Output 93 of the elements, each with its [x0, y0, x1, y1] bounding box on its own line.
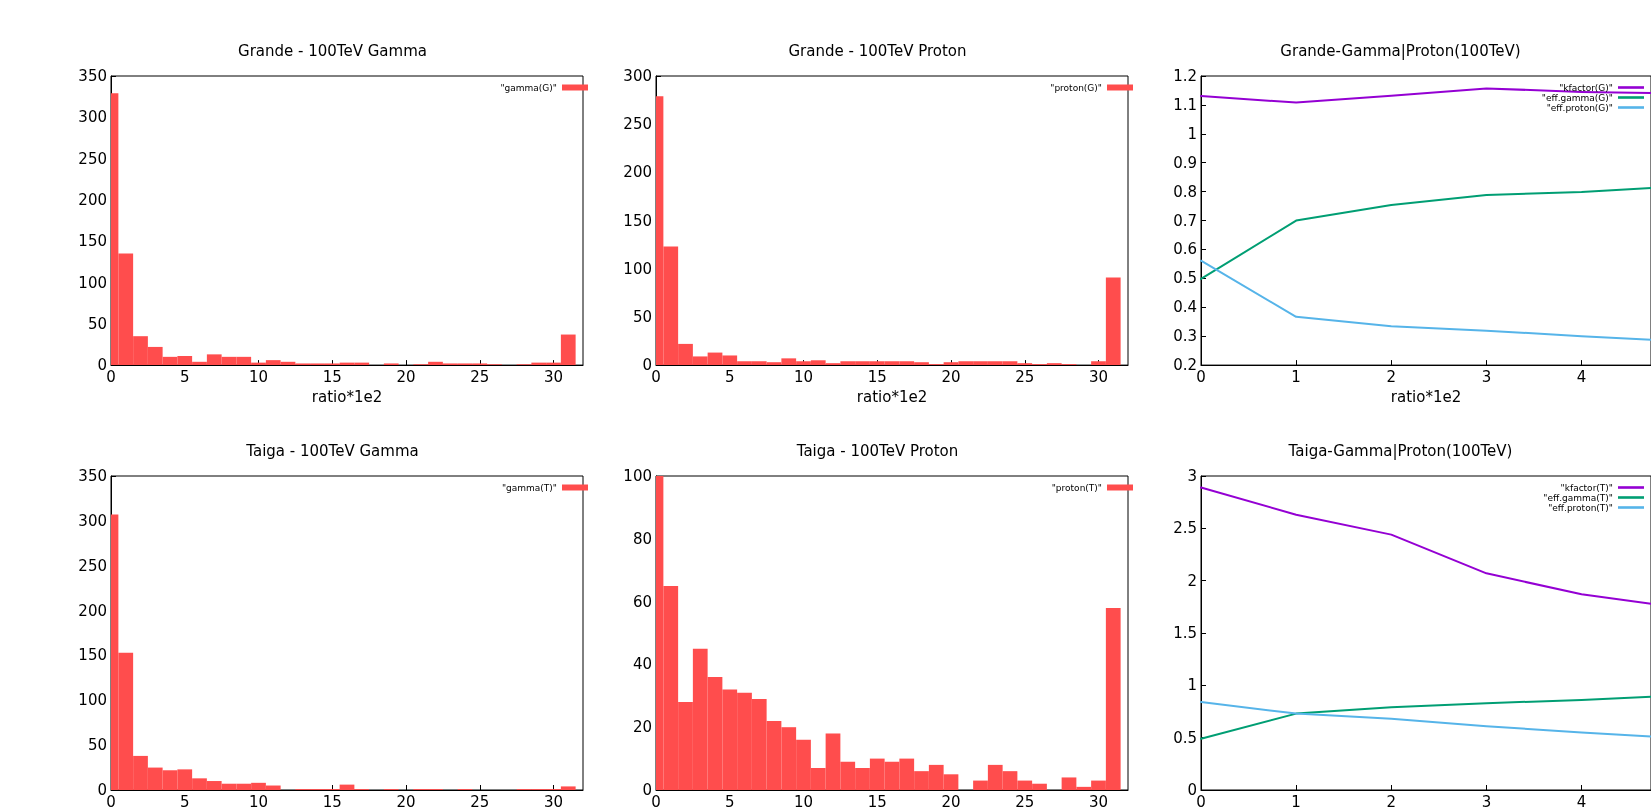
y-tick-label: 250 — [78, 149, 107, 168]
x-tick-label: 4 — [1576, 367, 1587, 386]
y-tick-label: 350 — [78, 67, 107, 85]
y-tick-label: 1.1 — [1173, 95, 1197, 114]
y-tick-label: 0.7 — [1173, 211, 1197, 230]
x-tick-label: 20 — [396, 792, 416, 809]
y-tick-label: 0.8 — [1173, 182, 1197, 201]
legend-label: "eff.proton(T)" — [1548, 502, 1613, 513]
chart-title: Taiga - 100TeV Gamma — [245, 441, 419, 460]
x-tick-label: 4 — [1576, 792, 1587, 809]
x-tick-label: 30 — [543, 792, 564, 809]
y-tick-label: 0.6 — [1173, 240, 1197, 259]
legend-label: "eff.gamma(G)" — [1541, 92, 1613, 103]
y-tick-label: 20 — [632, 718, 652, 737]
x-tick-label: 10 — [248, 367, 269, 386]
x-tick-label: 3 — [1481, 367, 1492, 386]
chart-title: Grande - 100TeV Proton — [788, 41, 967, 60]
legend-label: "gamma(T)" — [501, 482, 557, 493]
y-tick-label: 1 — [1187, 676, 1197, 695]
x-tick-label: 10 — [248, 792, 269, 809]
legend-label: "kfactor(G)" — [1559, 82, 1613, 93]
legend-label: "eff.proton(G)" — [1546, 102, 1613, 113]
x-tick-label: 20 — [941, 367, 961, 386]
y-tick-label: 200 — [78, 601, 107, 620]
x-tick-label: 1 — [1291, 367, 1301, 386]
legend-label: "gamma(G)" — [500, 82, 557, 93]
x-axis-title: ratio*1e2 — [311, 387, 383, 406]
x-tick-label: 2 — [1386, 792, 1397, 809]
x-tick-label: 5 — [724, 792, 735, 809]
x-tick-label: 5 — [179, 792, 190, 809]
chart-title: Grande-Gamma|Proton(100TeV) — [1280, 41, 1521, 60]
y-tick-label: 250 — [623, 115, 652, 134]
y-tick-label: 60 — [632, 592, 652, 611]
x-tick-label: 2 — [1386, 367, 1397, 386]
x-tick-label: 25 — [470, 367, 490, 386]
y-tick-label: 40 — [632, 655, 652, 674]
y-tick-label: 1.2 — [1173, 67, 1197, 85]
x-axis-title: ratio*1e2 — [856, 387, 928, 406]
y-tick-label: 0.2 — [1173, 356, 1197, 375]
x-tick-label: 30 — [543, 367, 564, 386]
y-tick-label: 2 — [1187, 571, 1197, 590]
x-tick-label: 30 — [1088, 367, 1109, 386]
y-tick-label: 3 — [1187, 467, 1197, 485]
legend-label: "proton(G)" — [1050, 82, 1102, 93]
x-tick-label: 3 — [1481, 792, 1492, 809]
x-axis-title: ratio*1e2 — [1390, 387, 1462, 406]
x-tick-label: 15 — [322, 792, 342, 809]
x-tick-label: 25 — [1015, 367, 1035, 386]
y-tick-label: 300 — [623, 67, 652, 85]
y-tick-label: 80 — [632, 529, 652, 548]
y-tick-label: 350 — [78, 467, 107, 485]
y-tick-label: 300 — [78, 108, 107, 127]
chart-title: Taiga - 100TeV Proton — [795, 441, 959, 460]
x-tick-label: 20 — [396, 367, 416, 386]
chart-title: Grande - 100TeV Gamma — [238, 41, 427, 60]
y-tick-label: 0.4 — [1173, 298, 1197, 317]
y-tick-label: 50 — [87, 314, 107, 333]
y-tick-label: 300 — [78, 511, 107, 530]
x-tick-label: 25 — [470, 792, 490, 809]
x-tick-label: 15 — [322, 367, 342, 386]
y-tick-label: 0.9 — [1173, 153, 1197, 172]
chart-title: Taiga-Gamma|Proton(100TeV) — [1287, 441, 1513, 460]
y-tick-label: 1 — [1187, 124, 1197, 143]
y-tick-label: 50 — [87, 736, 107, 755]
y-tick-label: 0.5 — [1173, 728, 1197, 747]
x-tick-label: 30 — [1088, 792, 1109, 809]
y-tick-label: 200 — [623, 163, 652, 182]
y-tick-label: 0.3 — [1173, 327, 1197, 346]
y-tick-label: 2.5 — [1173, 519, 1197, 538]
y-tick-label: 50 — [632, 307, 652, 326]
x-tick-label: 15 — [867, 792, 887, 809]
y-tick-label: 100 — [78, 273, 107, 292]
x-tick-label: 5 — [179, 367, 190, 386]
y-tick-label: 100 — [623, 467, 652, 485]
y-tick-label: 150 — [623, 211, 652, 230]
y-tick-label: 150 — [78, 646, 107, 665]
x-tick-label: 25 — [1015, 792, 1035, 809]
y-tick-label: 150 — [78, 232, 107, 251]
x-tick-label: 15 — [867, 367, 887, 386]
y-tick-label: 100 — [78, 691, 107, 710]
y-tick-label: 100 — [623, 259, 652, 278]
x-tick-label: 1 — [1291, 792, 1301, 809]
y-tick-label: 1.5 — [1173, 624, 1197, 642]
x-tick-label: 10 — [793, 367, 814, 386]
y-tick-label: 200 — [78, 190, 107, 209]
x-tick-label: 10 — [793, 792, 814, 809]
legend-label: "kfactor(T)" — [1560, 482, 1613, 493]
x-tick-label: 5 — [724, 367, 735, 386]
legend-label: "proton(T)" — [1051, 482, 1102, 493]
x-tick-label: 20 — [941, 792, 961, 809]
y-tick-label: 0.5 — [1173, 269, 1197, 288]
y-tick-label: 250 — [78, 556, 107, 575]
legend-label: "eff.gamma(T)" — [1543, 492, 1613, 503]
